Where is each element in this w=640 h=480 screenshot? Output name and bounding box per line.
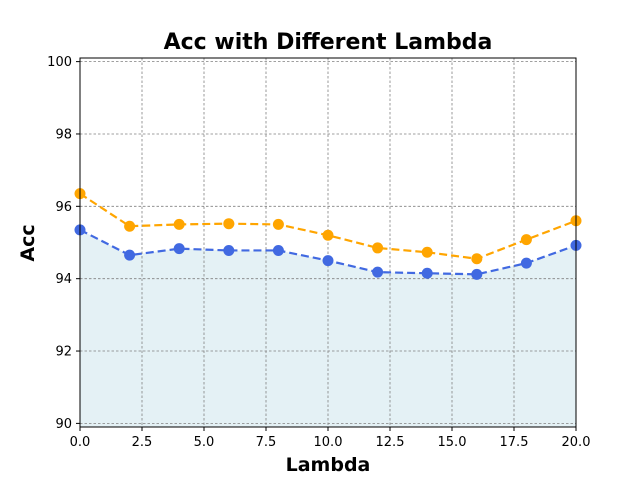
- x-tick-label: 7.5: [256, 435, 277, 450]
- x-tick-label: 0.0: [70, 435, 91, 450]
- series-2-point: [272, 244, 284, 256]
- series-1-point: [421, 246, 433, 258]
- series-2-point: [471, 268, 483, 280]
- series-2-point: [173, 243, 185, 255]
- x-tick-label: 12.5: [376, 435, 405, 450]
- x-tick-label: 5.0: [194, 435, 215, 450]
- series-1-point: [223, 218, 235, 230]
- y-tick-label: 98: [55, 127, 72, 142]
- y-tick-label: 100: [47, 55, 72, 70]
- y-tick-label: 92: [55, 345, 72, 360]
- x-tick-label: 20.0: [562, 435, 591, 450]
- x-tick-label: 10.0: [314, 435, 343, 450]
- series-2-point: [124, 249, 136, 261]
- series-1-point: [520, 234, 532, 246]
- series-1-point: [173, 218, 185, 230]
- series-2-point: [322, 255, 334, 267]
- series-1-point: [372, 242, 384, 254]
- chart-title: Acc with Different Lambda: [164, 30, 493, 55]
- x-tick-label: 15.0: [438, 435, 467, 450]
- y-axis-label: Acc: [17, 224, 39, 261]
- y-tick-label: 96: [55, 200, 72, 215]
- y-tick-label: 90: [55, 417, 72, 432]
- series-2-point: [372, 266, 384, 278]
- series-1-point: [322, 229, 334, 241]
- series-2-point: [520, 257, 532, 269]
- y-tick-label: 94: [55, 272, 72, 287]
- x-tick-label: 17.5: [500, 435, 529, 450]
- x-axis-label: Lambda: [286, 454, 371, 476]
- x-tick-label: 2.5: [132, 435, 153, 450]
- series-1-point: [272, 218, 284, 230]
- series-2-point: [223, 244, 235, 256]
- series-1-point: [124, 220, 136, 232]
- series-1-point: [471, 253, 483, 265]
- series-2-point: [421, 267, 433, 279]
